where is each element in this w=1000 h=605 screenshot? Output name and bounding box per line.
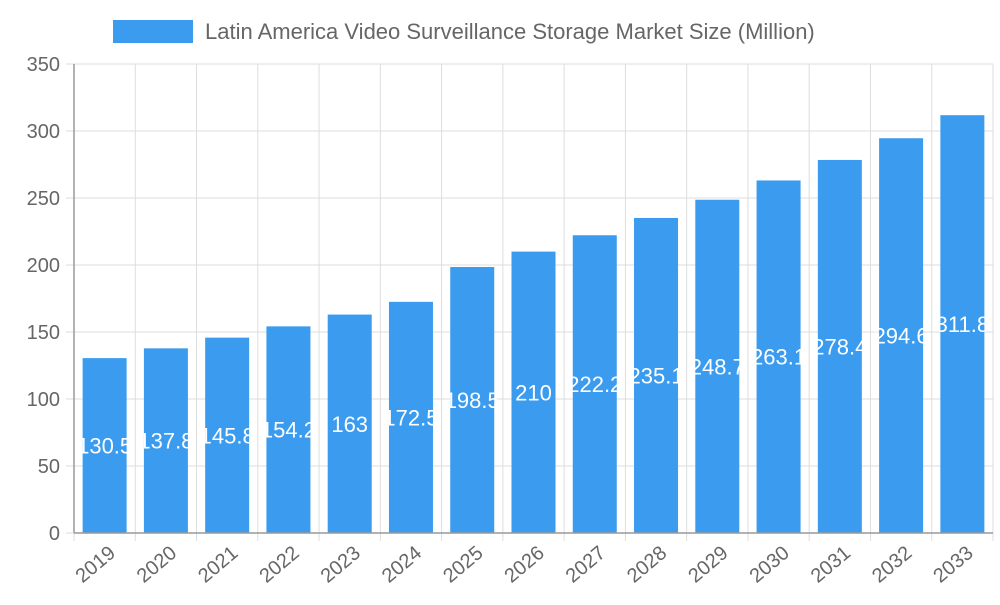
data-label: 163: [331, 412, 368, 437]
bar: [205, 337, 250, 533]
bar: [327, 314, 372, 533]
legend-swatch: [113, 20, 193, 43]
y-tick-label: 100: [27, 389, 60, 411]
data-label: 248.7: [690, 354, 745, 379]
x-tick-label: 2028: [623, 542, 671, 587]
y-tick-label: 250: [27, 188, 60, 210]
bar: [266, 326, 311, 533]
bar: [511, 251, 556, 533]
bar: [695, 199, 740, 533]
bar: [572, 235, 617, 533]
data-label: 294.6: [874, 324, 929, 349]
data-label: 278.4: [812, 334, 867, 359]
x-tick-label: 2019: [72, 542, 120, 587]
bar: [82, 358, 127, 533]
bar: [143, 348, 188, 533]
y-tick-label: 150: [27, 322, 60, 344]
data-label: 210: [515, 380, 552, 405]
x-tick-label: 2021: [194, 542, 242, 587]
x-tick-label: 2030: [746, 542, 794, 587]
data-label: 154.2: [261, 418, 316, 443]
data-label: 172.5: [383, 405, 438, 430]
x-tick-label: 2022: [255, 542, 303, 587]
data-label: 145.8: [200, 423, 255, 448]
x-tick-label: 2025: [439, 542, 487, 587]
bar: [756, 180, 801, 534]
bar: [940, 115, 985, 534]
legend-label: Latin America Video Surveillance Storage…: [205, 19, 815, 44]
x-tick-label: 2023: [317, 542, 365, 587]
data-label: 235.1: [629, 363, 684, 388]
data-label: 311.8: [936, 312, 989, 337]
y-tick-label: 300: [27, 121, 60, 143]
x-tick-label: 2033: [929, 542, 977, 587]
data-label: 263.1: [751, 345, 806, 370]
x-tick-label: 2031: [807, 542, 855, 587]
data-label: 137.8: [138, 429, 193, 454]
y-tick-label: 350: [27, 54, 60, 76]
data-label: 198.5: [445, 388, 500, 413]
y-tick-label: 0: [49, 523, 60, 545]
x-tick-label: 2032: [868, 542, 916, 587]
x-tick-label: 2029: [684, 542, 732, 587]
bar: [634, 217, 679, 533]
x-tick-label: 2027: [562, 542, 610, 587]
x-tick-label: 2024: [378, 542, 426, 587]
bar: [879, 138, 924, 533]
bar: [450, 267, 495, 533]
data-label: 130.5: [77, 434, 132, 459]
x-tick-label: 2020: [133, 542, 181, 587]
bar: [817, 159, 862, 533]
legend: Latin America Video Surveillance Storage…: [113, 19, 815, 44]
y-tick-label: 50: [38, 456, 60, 478]
x-tick-label: 2026: [500, 542, 548, 587]
y-tick-label: 200: [27, 255, 60, 277]
bar: [388, 301, 433, 533]
data-label: 222.2: [567, 372, 622, 397]
